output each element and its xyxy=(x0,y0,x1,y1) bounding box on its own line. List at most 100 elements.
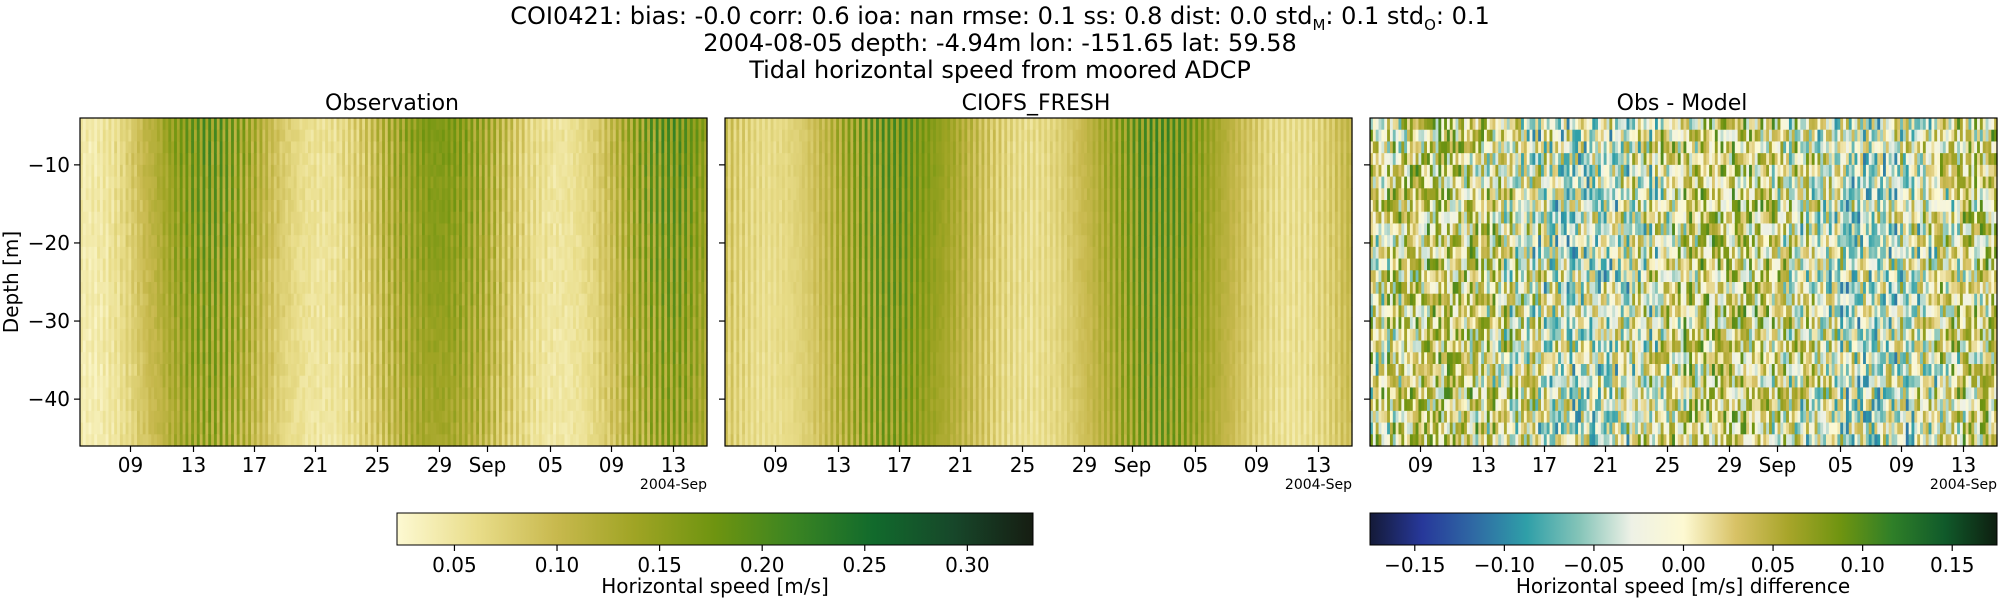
heatmap-cell xyxy=(117,118,121,131)
heatmap-cell xyxy=(191,235,195,248)
heatmap-cell xyxy=(199,118,204,131)
heatmap-cell xyxy=(139,270,144,283)
heatmap-cell xyxy=(134,317,138,330)
heatmap-cell xyxy=(94,153,98,166)
heatmap-cell xyxy=(111,328,115,342)
heatmap-cell xyxy=(222,305,226,318)
heatmap-cell xyxy=(82,410,87,424)
heatmap-cell xyxy=(216,141,221,154)
heatmap-cell xyxy=(168,352,172,365)
heatmap-cell xyxy=(119,235,124,248)
heatmap-cell xyxy=(82,293,87,307)
heatmap-cell xyxy=(225,211,229,225)
heatmap-cell xyxy=(97,211,101,225)
heatmap-cell xyxy=(125,399,130,412)
heatmap-cell xyxy=(134,164,138,178)
heatmap-cell xyxy=(91,364,95,377)
heatmap-cell xyxy=(119,328,124,342)
heatmap-cell xyxy=(154,211,158,225)
heatmap-cell xyxy=(125,258,130,271)
heatmap-cell xyxy=(199,305,204,318)
heatmap-cell xyxy=(94,246,98,260)
heatmap-cell xyxy=(194,223,198,236)
heatmap-cell xyxy=(171,153,175,166)
heatmap-cell xyxy=(188,235,192,248)
heatmap-cell xyxy=(156,153,161,166)
heatmap-cell xyxy=(105,387,110,400)
heatmap-cell xyxy=(168,246,172,260)
heatmap-cell xyxy=(171,293,175,307)
heatmap-cell xyxy=(171,305,175,318)
heatmap-cell xyxy=(162,340,167,353)
heatmap-cell xyxy=(137,223,141,236)
heatmap-cell xyxy=(80,246,84,260)
heatmap-cell xyxy=(162,235,167,248)
heatmap-cell xyxy=(219,153,224,166)
heatmap-cell xyxy=(114,387,118,400)
heatmap-cell xyxy=(85,399,90,412)
heatmap-cell xyxy=(82,246,87,260)
heatmap-cell xyxy=(165,246,169,260)
heatmap-cell xyxy=(139,223,144,236)
heatmap-cell xyxy=(117,328,121,342)
heatmap-cell xyxy=(128,211,132,225)
heatmap-cell xyxy=(156,258,161,271)
heatmap-cell xyxy=(137,141,141,154)
heatmap-cell xyxy=(111,258,115,271)
heatmap-cell xyxy=(111,282,115,295)
heatmap-cell xyxy=(159,328,164,342)
heatmap-cell xyxy=(145,246,149,260)
heatmap-cell xyxy=(202,387,206,400)
heatmap-cell xyxy=(213,246,218,260)
heatmap-cell xyxy=(211,270,215,283)
heatmap-cell xyxy=(82,387,87,400)
heatmap-cell xyxy=(219,188,224,201)
heatmap-cell xyxy=(119,293,124,307)
heatmap-cell xyxy=(108,188,112,201)
heatmap-cell xyxy=(117,305,121,318)
heatmap-cell xyxy=(145,340,149,353)
heatmap-cell xyxy=(145,153,149,166)
heatmap-cell xyxy=(82,188,87,201)
heatmap-cell xyxy=(188,305,192,318)
heatmap-cell xyxy=(125,422,130,435)
heatmap-cell xyxy=(171,164,175,178)
heatmap-cell xyxy=(165,293,169,307)
heatmap-cell xyxy=(156,317,161,330)
heatmap-cell xyxy=(105,270,110,283)
heatmap-cell xyxy=(151,188,155,201)
heatmap-cell xyxy=(185,258,189,271)
heatmap-cell xyxy=(142,164,147,178)
heatmap-cell xyxy=(208,317,212,330)
heatmap-cell xyxy=(162,305,167,318)
heatmap-cell xyxy=(131,282,135,295)
heatmap-cell xyxy=(211,434,215,447)
heatmap-cell xyxy=(185,410,189,424)
heatmap-cell xyxy=(196,129,201,143)
heatmap-cell xyxy=(111,387,115,400)
heatmap-cell xyxy=(102,422,107,435)
heatmap-cell xyxy=(211,188,215,201)
heatmap-cell xyxy=(222,176,226,189)
heatmap-cell xyxy=(151,422,155,435)
heatmap-cell xyxy=(182,410,187,424)
heatmap-cell xyxy=(196,434,201,447)
heatmap-cell xyxy=(171,270,175,283)
heatmap-cell xyxy=(137,293,141,307)
heatmap-cell xyxy=(145,293,149,307)
heatmap-cell xyxy=(82,364,87,377)
heatmap-cell xyxy=(125,328,130,342)
heatmap-cell xyxy=(185,282,189,295)
heatmap-cell xyxy=(148,200,152,213)
heatmap-cell xyxy=(211,118,215,131)
heatmap-cell xyxy=(216,211,221,225)
heatmap-cell xyxy=(111,200,115,213)
heatmap-cell xyxy=(219,293,224,307)
heatmap-cell xyxy=(205,246,209,260)
heatmap-cell xyxy=(97,375,101,389)
heatmap-cell xyxy=(117,164,121,178)
heatmap-cell xyxy=(108,270,112,283)
heatmap-cell xyxy=(174,434,178,447)
heatmap-cell xyxy=(191,188,195,201)
heatmap-cell xyxy=(154,328,158,342)
